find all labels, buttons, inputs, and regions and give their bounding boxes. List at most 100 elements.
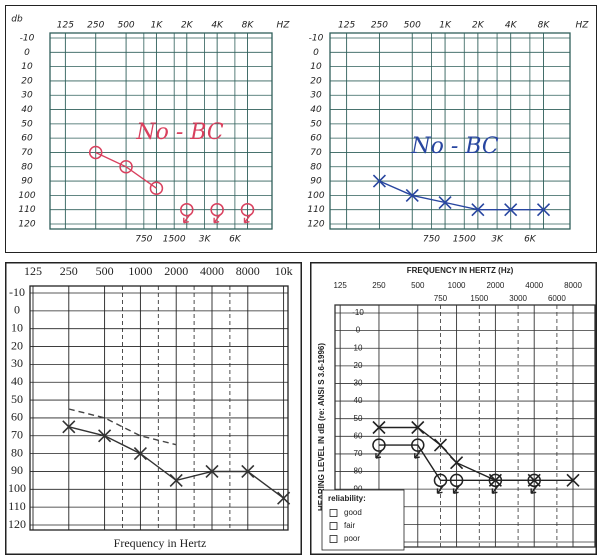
y-axis-label: HEARING LEVEL IN dB (re: ANSI S 3.6-1996… [317,343,326,511]
x-tick-label: 250 [87,21,104,31]
x-axis-label: Frequency in Hertz [114,536,207,550]
y-tick-label: 110 [307,205,324,215]
y-tick-label: 60 [11,410,23,424]
y-tick-label: 120 [8,517,26,531]
symbol [450,456,464,470]
y-tick-label: 110 [18,205,35,215]
y-tick-label: -10 [352,308,364,317]
y-tick-label: 30 [310,91,322,101]
symbol-o [240,202,255,217]
y-tick-label: 40 [21,105,33,115]
x-minor-tick-label: 6000 [548,294,566,303]
legend-checkbox [329,509,338,517]
symbol [88,145,103,160]
y-tick-label: 30 [354,379,363,388]
symbol-x [169,473,183,487]
symbol-x [536,203,551,217]
symbol-o [433,473,448,488]
symbol [566,473,580,487]
y-tick-label: 0 [14,303,20,317]
y-tick-label: 40 [310,105,322,115]
x-minor-tick-label: 1500 [163,235,186,245]
x-tick-label: 2K [181,21,194,31]
y-tick-label: 90 [354,484,363,493]
x-axis-label: HZ [277,21,291,31]
x-tick-label: 1K [151,21,164,31]
x-minor-tick-label: 6K [229,235,242,245]
x-tick-label: 125 [24,264,42,278]
symbol [169,473,183,487]
annotation: No - BC [135,120,223,145]
symbol-x [372,420,386,435]
x-minor-tick-label: 3000 [509,294,527,303]
x-minor-tick-label: 1500 [470,294,488,303]
plot-frame [329,32,571,230]
y-tick-label: 50 [21,119,33,129]
symbol [449,473,464,495]
y-tick-label: 90 [310,177,322,187]
legend-item: poor [344,534,360,543]
symbol-x [133,447,147,461]
no-response-arrow [491,484,499,495]
symbol [405,188,419,202]
symbol [488,473,503,495]
y-tick-label: 10 [11,320,23,334]
symbol-x [372,174,386,188]
symbol-x [62,420,76,434]
y-tick-label: 50 [354,414,363,423]
x-tick-label: 250 [372,281,386,290]
y-tick-label: 80 [354,467,363,476]
y-tick-label: 30 [11,356,23,370]
symbol-x [405,188,419,202]
no-response-arrow [436,484,445,495]
series-line [95,151,157,189]
y-tick-label: 70 [354,449,363,458]
x-minor-tick-label: 750 [434,294,448,303]
y-tick-label: -10 [9,285,25,299]
symbol-o [119,160,133,174]
legend-checkbox [329,522,338,530]
y-tick-label: 120 [18,220,35,230]
legend-item: fair [344,521,355,530]
y-tick-label: 70 [310,148,322,158]
audiogram-panel: -100102030405060708090100110120125250500… [310,262,597,555]
x-tick-label: 4K [211,21,224,31]
x-axis-label: HZ [576,21,590,31]
symbol-x [433,438,448,452]
symbol [438,195,452,210]
x-tick-label: 4000 [525,281,543,290]
y-tick-label: 70 [21,148,33,158]
y-tick-label: 30 [21,91,33,101]
symbol [527,473,541,495]
x-minor-tick-label: 3K [491,235,504,245]
x-minor-tick-label: 750 [135,235,152,245]
y-tick-label: 80 [11,445,23,459]
y-tick-label: 90 [11,463,23,477]
no-response-arrow [452,484,461,495]
annotation: No - BC [410,134,498,159]
symbol-o [180,202,194,217]
y-tick-label: 100 [8,481,26,495]
x-tick-label: 4000 [200,264,224,278]
y-tick-label: 40 [354,396,363,405]
x-tick-label: 125 [338,21,355,31]
y-tick-label: -10 [309,34,324,44]
symbol [372,174,386,188]
x-tick-label: 125 [57,21,74,31]
symbol-o [488,473,503,488]
no-response-arrow [213,214,221,224]
x-tick-label: 250 [60,264,78,278]
x-minor-tick-label: 6K [524,235,537,245]
symbol [210,202,224,224]
symbol-x [566,473,580,487]
plot-frame [49,32,273,230]
symbol-o [411,438,425,452]
y-tick-label: 120 [307,220,324,230]
y-tick-label: 60 [310,134,322,144]
symbol-x [277,491,291,505]
symbol [119,160,133,174]
top-frame [5,5,597,253]
